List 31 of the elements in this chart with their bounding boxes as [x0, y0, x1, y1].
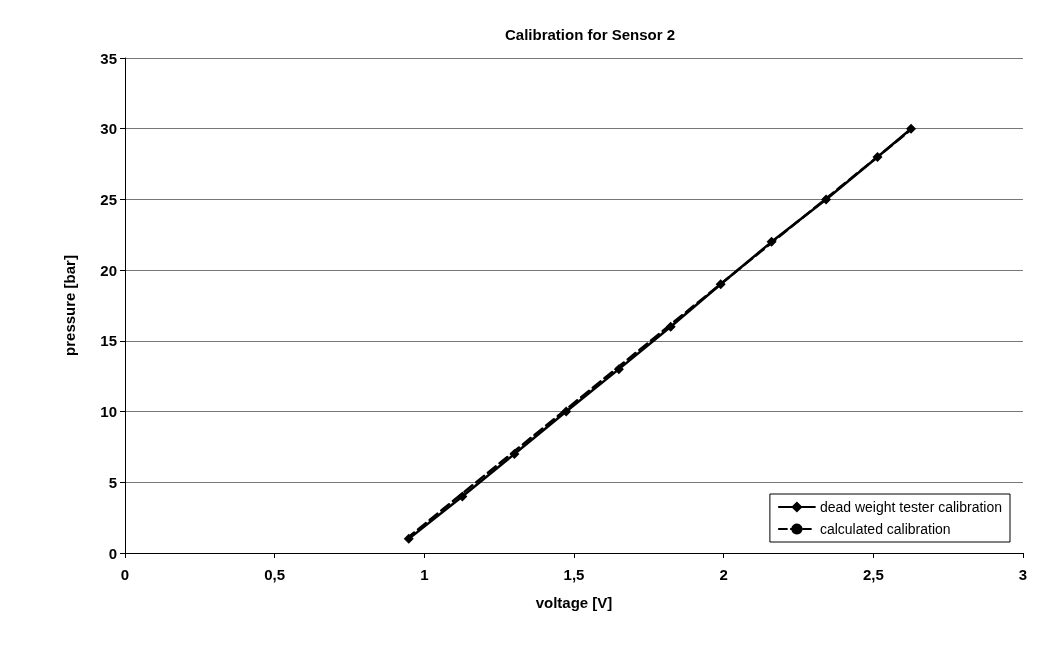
legend-label: dead weight tester calibration — [819, 499, 1002, 515]
point — [665, 321, 676, 332]
point — [403, 533, 414, 544]
point — [906, 123, 917, 134]
x-tick-label: 1,5 — [563, 566, 585, 583]
point — [509, 449, 520, 459]
point — [766, 236, 777, 247]
x-tick-label: 3 — [1018, 566, 1028, 583]
legend-label: calculated calibration — [819, 521, 951, 537]
y-tick-label: 20 — [100, 261, 117, 279]
point — [613, 364, 624, 375]
point — [821, 194, 832, 205]
point — [872, 152, 883, 162]
y-tick-label: 5 — [108, 473, 117, 491]
y-tick-label: 30 — [100, 120, 117, 138]
x-tick-label: 0,5 — [264, 566, 286, 583]
y-tick-label: 10 — [100, 403, 117, 421]
x-axis-title: voltage [V] — [535, 594, 613, 611]
x-tick-label: 1 — [420, 566, 429, 583]
x-tick-label: 2,5 — [862, 566, 884, 583]
y-axis-title: pressure [bar] — [61, 255, 78, 356]
chart-title: Calibration for Sensor 2 — [504, 26, 676, 43]
point — [715, 279, 726, 290]
x-tick-label: 0 — [120, 566, 130, 583]
point — [561, 406, 572, 417]
y-tick-label: 0 — [108, 544, 117, 562]
point — [457, 491, 468, 502]
x-tick-label: 2 — [719, 566, 728, 583]
y-tick-label: 35 — [100, 49, 117, 67]
y-tick-label: 25 — [100, 190, 117, 208]
y-tick-label: 15 — [100, 332, 117, 350]
